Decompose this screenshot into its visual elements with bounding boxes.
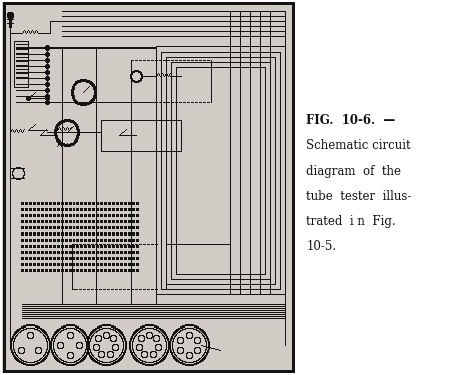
Text: diagram  of  the: diagram of the <box>306 165 401 178</box>
Text: 10-5.: 10-5. <box>306 240 336 253</box>
Text: tube  tester  illus-: tube tester illus- <box>306 190 412 203</box>
Text: trated  i n  Fig.: trated i n Fig. <box>306 215 396 228</box>
Text: Schematic circuit: Schematic circuit <box>306 140 411 153</box>
Text: FIG.  10-6.  —: FIG. 10-6. — <box>306 114 395 128</box>
